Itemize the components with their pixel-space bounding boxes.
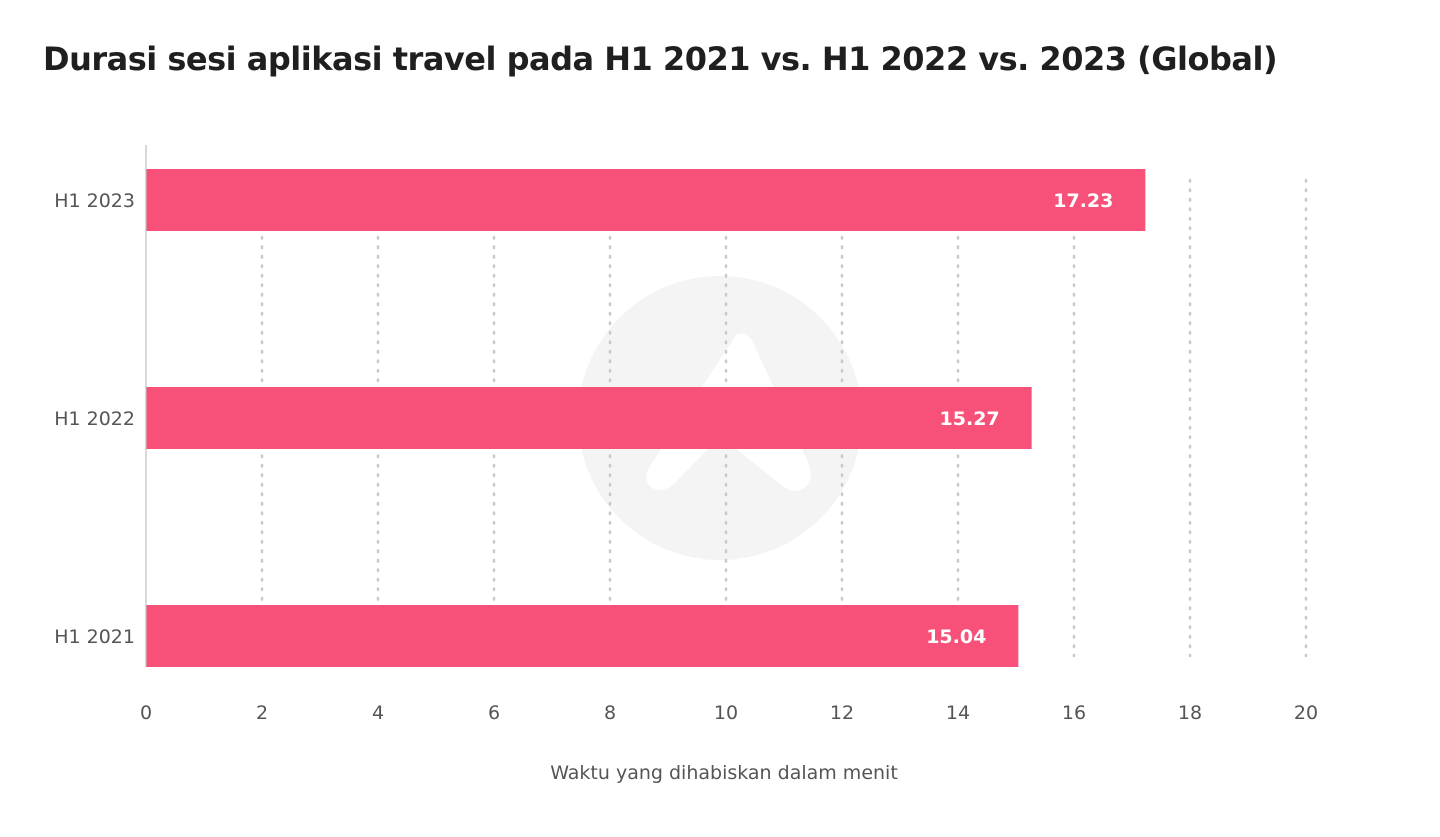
bar-value-label: 15.04: [926, 626, 986, 648]
bar-value-label: 15.27: [940, 408, 1000, 430]
x-tick-label: 16: [1062, 702, 1086, 724]
x-tick-label: 8: [604, 702, 616, 724]
chart-title: Durasi sesi aplikasi travel pada H1 2021…: [43, 40, 1278, 78]
bar: [146, 387, 1032, 449]
x-tick-label: 12: [830, 702, 854, 724]
y-category-label: H1 2022: [54, 408, 135, 430]
bar-value-label: 17.23: [1053, 190, 1113, 212]
x-axis-title: Waktu yang dihabiskan dalam menit: [550, 762, 898, 784]
y-category-label: H1 2023: [54, 190, 135, 212]
x-tick-label: 20: [1294, 702, 1318, 724]
x-tick-label: 4: [372, 702, 384, 724]
x-tick-label: 0: [140, 702, 152, 724]
bar: [146, 605, 1019, 667]
bars: 17.23 15.27 15.04: [146, 169, 1146, 667]
x-tick-label: 14: [946, 702, 970, 724]
y-category-label: H1 2021: [54, 626, 135, 648]
bar: [146, 169, 1146, 231]
y-axis-labels: H1 2023 H1 2022 H1 2021: [54, 190, 135, 648]
x-tick-label: 2: [256, 702, 268, 724]
x-tick-label: 10: [714, 702, 738, 724]
x-tick-label: 6: [488, 702, 500, 724]
x-axis-ticks: 0 2 4 6 8 10 12 14 16 18 20: [140, 702, 1318, 724]
x-tick-label: 18: [1178, 702, 1202, 724]
